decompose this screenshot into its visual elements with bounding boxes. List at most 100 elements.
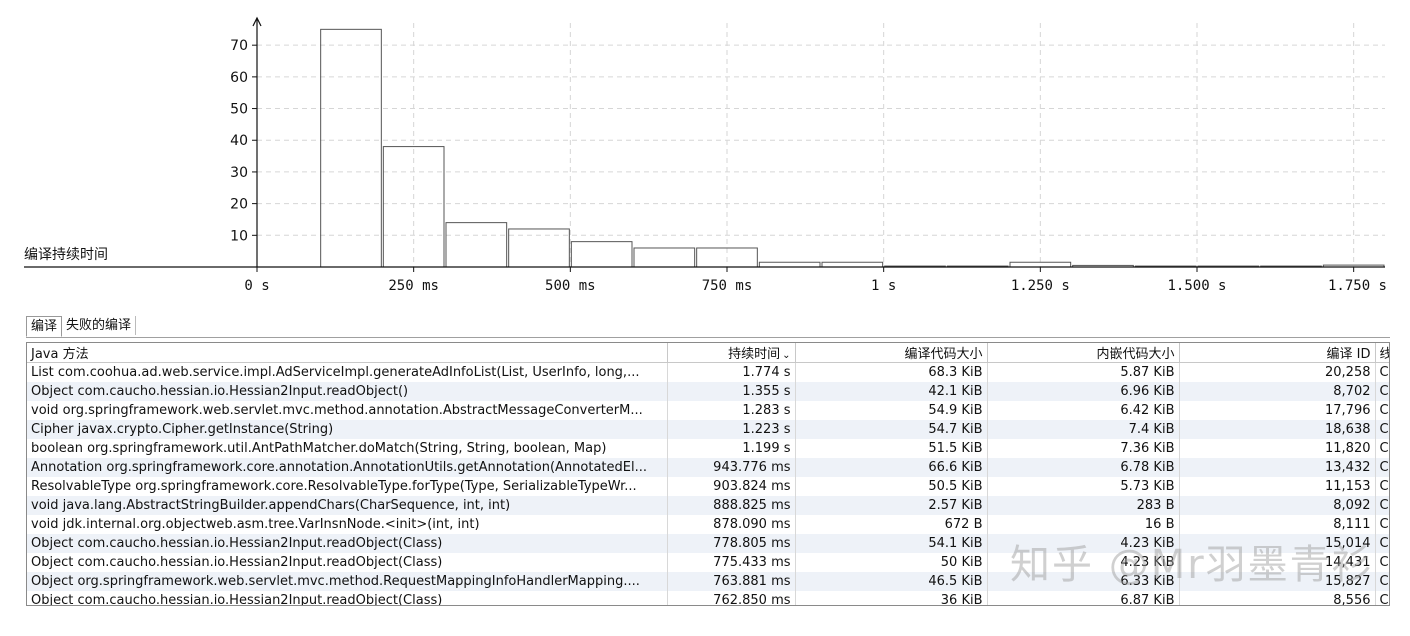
cell-inlined-size: 7.4 KiB xyxy=(987,420,1180,439)
cell-java-method: void org.springframework.web.servlet.mvc… xyxy=(27,401,668,420)
cell-compiled-size: 68.3 KiB xyxy=(795,362,988,382)
cell-compile-id: 15,827 xyxy=(1179,572,1376,591)
table-row[interactable]: Object com.caucho.hessian.io.Hessian2Inp… xyxy=(27,534,1389,553)
table-row[interactable]: Annotation org.springframework.core.anno… xyxy=(27,458,1389,477)
cell-duration: 1.199 s xyxy=(667,439,796,458)
cell-compiled-size: 2.57 KiB xyxy=(795,496,988,515)
cell-inlined-size: 4.23 KiB xyxy=(987,553,1180,572)
cell-thread: C xyxy=(1375,382,1389,401)
table-row[interactable]: void jdk.internal.org.objectweb.asm.tree… xyxy=(27,515,1389,534)
cell-java-method: void jdk.internal.org.objectweb.asm.tree… xyxy=(27,515,668,534)
cell-compile-id: 17,796 xyxy=(1179,401,1376,420)
cell-thread: C xyxy=(1375,420,1389,439)
cell-thread: C xyxy=(1375,439,1389,458)
cell-java-method: Cipher javax.crypto.Cipher.getInstance(S… xyxy=(27,420,668,439)
table-row[interactable]: List com.coohua.ad.web.service.impl.AdSe… xyxy=(27,362,1389,382)
tab-compilations[interactable]: 编译 xyxy=(26,316,63,337)
col-inlined-size[interactable]: 内嵌代码大小 xyxy=(987,343,1180,363)
x-tick-label: 1.750 s xyxy=(1328,278,1387,294)
cell-thread: C xyxy=(1375,515,1389,534)
cell-compile-id: 8,556 xyxy=(1179,591,1376,605)
histogram-bar xyxy=(633,247,696,268)
cell-compile-id: 11,153 xyxy=(1179,477,1376,496)
x-tick-label: 250 ms xyxy=(388,278,439,294)
cell-inlined-size: 6.33 KiB xyxy=(987,572,1180,591)
sort-descending-icon: ⌄ xyxy=(782,350,791,361)
compilations-table: Java 方法 持续时间⌄ 编译代码大小 内嵌代码大小 编译 ID 线 List… xyxy=(26,342,1390,606)
cell-inlined-size: 7.36 KiB xyxy=(987,439,1180,458)
tab-bar: 编译 失败的编译 xyxy=(26,316,137,337)
y-tick-label: 50 xyxy=(230,102,248,118)
col-duration[interactable]: 持续时间 ⌄ xyxy=(667,343,796,363)
cell-compiled-size: 46.5 KiB xyxy=(795,572,988,591)
table-row[interactable]: void java.lang.AbstractStringBuilder.app… xyxy=(27,496,1389,515)
table-row[interactable]: Object com.caucho.hessian.io.Hessian2Inp… xyxy=(27,553,1389,572)
x-tick-label: 1 s xyxy=(871,278,896,294)
cell-java-method: void java.lang.AbstractStringBuilder.app… xyxy=(27,496,668,515)
cell-compiled-size: 54.7 KiB xyxy=(795,420,988,439)
col-java-method[interactable]: Java 方法 xyxy=(27,343,668,363)
cell-duration: 762.850 ms xyxy=(667,591,796,605)
table-row[interactable]: Object com.caucho.hessian.io.Hessian2Inp… xyxy=(27,591,1389,605)
cell-java-method: List com.coohua.ad.web.service.impl.AdSe… xyxy=(27,362,668,382)
table-row[interactable]: Object com.caucho.hessian.io.Hessian2Inp… xyxy=(27,382,1389,401)
cell-compile-id: 8,092 xyxy=(1179,496,1376,515)
y-tick-label: 40 xyxy=(230,133,248,149)
cell-java-method: Object org.springframework.web.servlet.m… xyxy=(27,572,668,591)
col-compile-id[interactable]: 编译 ID xyxy=(1179,343,1376,363)
tab-divider xyxy=(26,337,1390,338)
cell-compiled-size: 50 KiB xyxy=(795,553,988,572)
cell-compile-id: 8,111 xyxy=(1179,515,1376,534)
cell-inlined-size: 16 B xyxy=(987,515,1180,534)
x-tick-label: 1.250 s xyxy=(1011,278,1070,294)
table-row[interactable]: void org.springframework.web.servlet.mvc… xyxy=(27,401,1389,420)
cell-duration: 775.433 ms xyxy=(667,553,796,572)
x-tick-label: 0 s xyxy=(244,278,269,294)
cell-compiled-size: 51.5 KiB xyxy=(795,439,988,458)
y-tick-label: 70 xyxy=(230,38,248,54)
cell-thread: C xyxy=(1375,591,1389,605)
table-row[interactable]: ResolvableType org.springframework.core.… xyxy=(27,477,1389,496)
cell-thread: C xyxy=(1375,496,1389,515)
cell-inlined-size: 5.73 KiB xyxy=(987,477,1180,496)
cell-compiled-size: 50.5 KiB xyxy=(795,477,988,496)
col-compiled-size[interactable]: 编译代码大小 xyxy=(795,343,988,363)
chart-title: 编译持续时间 xyxy=(24,247,108,263)
cell-compile-id: 18,638 xyxy=(1179,420,1376,439)
cell-duration: 778.805 ms xyxy=(667,534,796,553)
col-thread[interactable]: 线 xyxy=(1375,343,1389,363)
histogram-bar xyxy=(508,228,570,268)
cell-duration: 878.090 ms xyxy=(667,515,796,534)
cell-inlined-size: 6.87 KiB xyxy=(987,591,1180,605)
cell-thread: C xyxy=(1375,458,1389,477)
table-row[interactable]: Object org.springframework.web.servlet.m… xyxy=(27,572,1389,591)
cell-java-method: Annotation org.springframework.core.anno… xyxy=(27,458,668,477)
y-tick-label: 60 xyxy=(230,70,248,86)
y-tick-label: 30 xyxy=(230,165,248,181)
cell-inlined-size: 5.87 KiB xyxy=(987,362,1180,382)
cell-java-method: Object com.caucho.hessian.io.Hessian2Inp… xyxy=(27,382,668,401)
table-header-row: Java 方法 持续时间⌄ 编译代码大小 内嵌代码大小 编译 ID 线 xyxy=(27,343,1389,363)
cell-inlined-size: 283 B xyxy=(987,496,1180,515)
cell-compile-id: 8,702 xyxy=(1179,382,1376,401)
histogram-bar xyxy=(758,261,821,268)
table-row[interactable]: boolean org.springframework.util.AntPath… xyxy=(27,439,1389,458)
cell-compiled-size: 42.1 KiB xyxy=(795,382,988,401)
cell-thread: C xyxy=(1375,534,1389,553)
cell-compiled-size: 54.9 KiB xyxy=(795,401,988,420)
histogram-bar xyxy=(445,222,508,268)
cell-duration: 1.283 s xyxy=(667,401,796,420)
y-axis-arrow-icon xyxy=(252,16,262,27)
cell-inlined-size: 6.96 KiB xyxy=(987,382,1180,401)
cell-duration: 1.355 s xyxy=(667,382,796,401)
cell-compile-id: 14,431 xyxy=(1179,553,1376,572)
x-tick-label: 1.500 s xyxy=(1167,278,1226,294)
cell-duration: 1.774 s xyxy=(667,362,796,382)
cell-java-method: Object com.caucho.hessian.io.Hessian2Inp… xyxy=(27,553,668,572)
table-row[interactable]: Cipher javax.crypto.Cipher.getInstance(S… xyxy=(27,420,1389,439)
cell-compile-id: 11,820 xyxy=(1179,439,1376,458)
y-tick-label: 20 xyxy=(230,197,248,213)
x-tick-label: 750 ms xyxy=(702,278,753,294)
tab-failed-compilations[interactable]: 失败的编译 xyxy=(62,316,137,335)
